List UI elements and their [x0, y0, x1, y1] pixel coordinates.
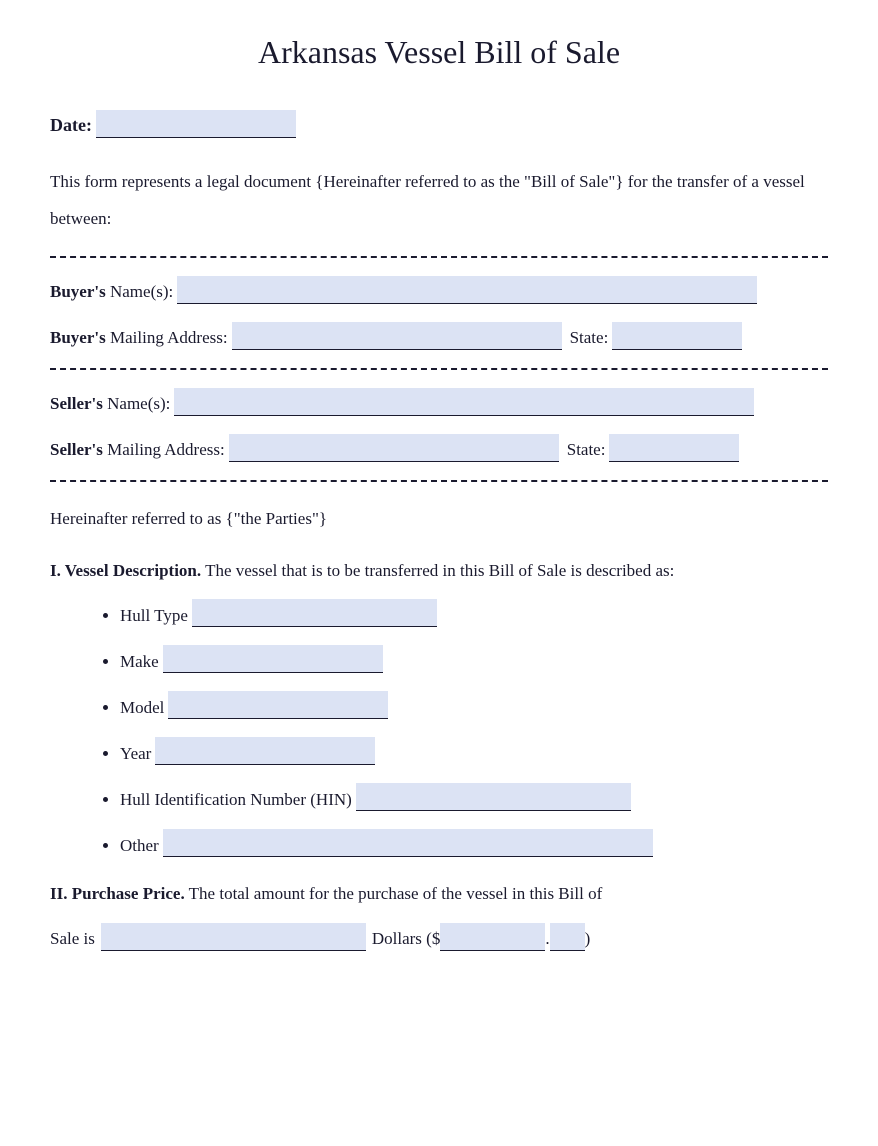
seller-address-label: Seller's Mailing Address:	[50, 438, 225, 462]
year-field[interactable]	[155, 737, 375, 765]
hull-type-label: Hull Type	[120, 605, 188, 627]
dollars-label: Dollars ($	[372, 927, 440, 951]
buyer-name-field[interactable]	[177, 276, 757, 304]
list-item-other: Other	[120, 829, 828, 857]
seller-state-field[interactable]	[609, 434, 739, 462]
other-field[interactable]	[163, 829, 653, 857]
model-field[interactable]	[168, 691, 388, 719]
vessel-description-list: Hull Type Make Model Year Hull Identific…	[50, 599, 828, 857]
divider-1	[50, 256, 828, 258]
buyer-state-label: State:	[570, 326, 609, 350]
seller-name-label: Seller's Name(s):	[50, 392, 170, 416]
date-label: Date:	[50, 113, 92, 138]
hin-label: Hull Identification Number (HIN)	[120, 789, 352, 811]
make-field[interactable]	[163, 645, 383, 673]
divider-2	[50, 368, 828, 370]
list-item-hin: Hull Identification Number (HIN)	[120, 783, 828, 811]
hull-type-field[interactable]	[192, 599, 437, 627]
list-item-year: Year	[120, 737, 828, 765]
seller-address-row: Seller's Mailing Address: State:	[50, 434, 828, 462]
make-label: Make	[120, 651, 159, 673]
date-field[interactable]	[96, 110, 296, 138]
model-label: Model	[120, 697, 164, 719]
buyer-name-label: Buyer's Name(s):	[50, 280, 173, 304]
document-title: Arkansas Vessel Bill of Sale	[50, 30, 828, 75]
price-dollars-field[interactable]	[440, 923, 545, 951]
sale-is-label: Sale is	[50, 927, 95, 951]
hin-field[interactable]	[356, 783, 631, 811]
price-cents-field[interactable]	[550, 923, 585, 951]
section2-heading: II. Purchase Price.	[50, 884, 185, 903]
other-label: Other	[120, 835, 159, 857]
section1-text: I. Vessel Description. The vessel that i…	[50, 552, 828, 589]
buyer-address-label: Buyer's Mailing Address:	[50, 326, 228, 350]
buyer-state-field[interactable]	[612, 322, 742, 350]
buyer-name-row: Buyer's Name(s):	[50, 276, 828, 304]
divider-3	[50, 480, 828, 482]
section2-text: II. Purchase Price. The total amount for…	[50, 875, 828, 912]
seller-name-field[interactable]	[174, 388, 754, 416]
seller-state-label: State:	[567, 438, 606, 462]
buyer-address-row: Buyer's Mailing Address: State:	[50, 322, 828, 350]
close-paren-label: )	[585, 927, 591, 951]
seller-name-row: Seller's Name(s):	[50, 388, 828, 416]
section1-heading: I. Vessel Description.	[50, 561, 201, 580]
date-row: Date:	[50, 110, 828, 138]
purchase-price-row: Sale is Dollars ($ . )	[50, 923, 828, 951]
intro-text: This form represents a legal document {H…	[50, 163, 828, 238]
year-label: Year	[120, 743, 151, 765]
parties-text: Hereinafter referred to as {"the Parties…	[50, 500, 828, 537]
buyer-address-field[interactable]	[232, 322, 562, 350]
seller-address-field[interactable]	[229, 434, 559, 462]
list-item-hull-type: Hull Type	[120, 599, 828, 627]
price-words-field[interactable]	[101, 923, 366, 951]
list-item-model: Model	[120, 691, 828, 719]
list-item-make: Make	[120, 645, 828, 673]
